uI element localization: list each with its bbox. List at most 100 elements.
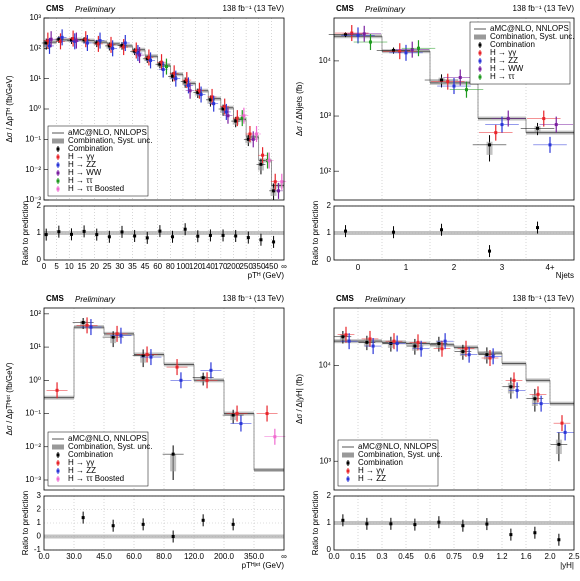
x-tick-label: 30.0 [66,552,82,561]
point [120,43,124,47]
point [246,137,250,141]
x-tick-label: ∞ [281,262,287,271]
ratio-point [158,229,162,233]
point [392,48,396,52]
point [261,153,265,157]
y-tick-label: 10⁴ [319,361,332,370]
ratio-point [141,522,145,526]
ratio-point [536,226,540,230]
ratio-point [171,235,175,239]
ratio-band [334,231,574,235]
legend-swatch [56,461,60,465]
legend-swatch [56,155,60,159]
point [542,117,546,121]
legend-box [47,125,149,197]
x-tick-label: 100 [176,262,190,271]
ratio-point [246,236,250,240]
point [158,62,162,66]
point [145,57,149,61]
ratio-tick-label: 1 [37,228,42,237]
point [85,41,89,45]
legend-swatch [56,477,60,481]
point [240,116,244,120]
point [123,41,127,45]
point [111,46,115,50]
legend-swatch [346,469,350,473]
preliminary-label: Preliminary [365,5,406,14]
point [149,355,153,359]
ratio-y-label: Ratio to prediction [21,491,30,555]
preliminary-label: Preliminary [75,295,116,304]
legend-swatch [478,75,482,79]
legend-box [469,21,571,85]
point [272,189,276,193]
x-tick-label: 60 [153,262,162,271]
ratio-tick-label: 3 [37,491,42,500]
legend-label: H → ZZ [358,474,386,483]
point [458,75,462,79]
point [419,347,423,351]
legend-box [337,439,439,487]
point [208,98,212,102]
legend-swatch [478,43,482,47]
point [563,430,567,434]
frame [333,307,575,491]
point [95,41,99,45]
ratio-point [509,533,513,537]
point [413,344,417,348]
point [395,342,399,346]
x-tick-label: 15 [77,262,86,271]
point [539,402,543,406]
ratio-point [183,227,187,231]
point [509,385,513,389]
legend-label: aMC@NLO, NNLOPS [68,128,147,137]
y-tick-label: 10¹ [29,342,41,351]
x-tick-label: 2.0 [544,552,556,561]
point [533,397,537,401]
x-tick-label: 0.15 [350,552,366,561]
lumi-label: 138 fb⁻¹ (13 TeV) [223,294,285,303]
point [464,347,468,351]
point [512,378,516,382]
y-tick-label: 10⁰ [29,375,41,384]
point [188,89,192,93]
ratio-tick-label: 2 [327,201,332,210]
legend-label: H → ZZ [68,160,96,169]
point [71,37,75,41]
ratio-point [389,522,393,526]
ratio-point [344,229,348,233]
x-tick-label: 20 [90,262,99,271]
x-tick-label: 1.2 [496,552,508,561]
ratio-point [111,524,115,528]
ratio-frame [333,495,575,551]
point [160,60,164,64]
legend-label: Combination, Syst. unc. [358,450,442,459]
ratio-tick-label: 0 [37,532,42,541]
preliminary-label: Preliminary [365,295,406,304]
point [239,422,243,426]
ratio-point [437,520,441,524]
point [172,71,176,75]
x-tick-label: 4+ [545,263,554,272]
point [81,320,85,324]
point [69,38,73,42]
point [356,33,360,37]
ratio-tick-label: 2 [327,491,332,500]
x-axis-label: |yH| [560,561,574,570]
point [548,143,552,147]
legend-swatch [56,469,60,473]
point [74,39,78,43]
ratio-band [334,521,574,525]
x-tick-label: 1 [404,263,409,272]
x-tick-label: 10 [65,262,74,271]
legend-swatch [56,187,60,191]
point [248,132,252,136]
point [392,339,396,343]
x-tick-label: 80.0 [156,552,172,561]
legend-box [47,431,149,487]
point [111,335,115,339]
ratio-point [201,518,205,522]
point [404,51,408,55]
y-axis-label: Δσ / ΔpTᴴ (fb/GeV) [5,75,14,142]
